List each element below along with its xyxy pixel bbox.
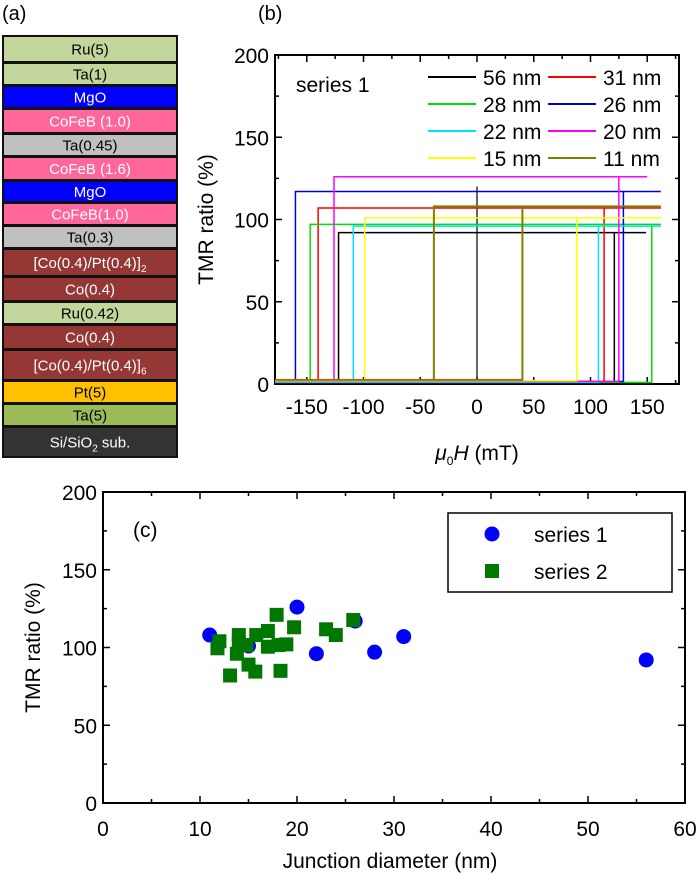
loop-15-nm (275, 217, 661, 382)
x-tick-label: -50 (405, 396, 435, 419)
x-axis-title: Junction diameter (nm) (283, 850, 498, 873)
layer-12 (2, 324, 178, 350)
x-tick-label: 40 (479, 818, 502, 841)
layer-label: Ta(1) (73, 67, 107, 84)
layer-label: [Co(0.4)/Pt(0.4)]6 (33, 358, 147, 378)
tmr-vs-diameter-chart: 0 10 20 30 40 50 60 0 50 100 150 200 (c) series 1 seri… (22, 482, 697, 873)
legend-marker-square (485, 564, 499, 578)
series-2-point (249, 628, 264, 643)
layer-9 (2, 248, 178, 277)
series-2-point (328, 628, 343, 643)
y-tick-label: 0 (85, 793, 97, 816)
x-axis-title: μ0H (mT) (434, 442, 519, 468)
layer-label: Pt(5) (74, 385, 107, 402)
x-tick-label: 50 (576, 818, 599, 841)
x-tick-label: 10 (188, 818, 211, 841)
loop-31-nm (275, 207, 661, 383)
x-tick-label: 20 (285, 818, 308, 841)
series-2-point (248, 664, 263, 679)
x-tick-label: 100 (573, 396, 608, 419)
tmr-loop-chart: -150 -100 -50 0 50 100 150 0 50 100 150 200 series 1… (195, 45, 680, 468)
legend-box (447, 512, 673, 593)
layer-label: MgO (74, 184, 107, 201)
series-2-point (260, 624, 275, 639)
y-axis-title: TMR ratio (%) (22, 582, 45, 713)
y-tick-label: 100 (62, 638, 97, 661)
x-tick-label: 0 (471, 396, 483, 419)
x-tick-label: 50 (522, 396, 545, 419)
x-tick-label: 60 (673, 818, 696, 841)
legend-label: 28 nm (483, 94, 541, 117)
legend-label: 56 nm (483, 67, 541, 90)
y-tick-label: 0 (257, 374, 269, 397)
legend-label: 31 nm (603, 67, 661, 90)
x-tick-label: -100 (343, 396, 385, 419)
series-2-point (287, 620, 302, 635)
legend-label: 11 nm (603, 148, 660, 171)
layer-16 (2, 426, 178, 458)
series-2-point (279, 637, 294, 652)
y-tick-label: 100 (234, 210, 269, 233)
x-tick-label: 0 (97, 818, 109, 841)
x-tick-label: -150 (286, 396, 328, 419)
loop-56-nm (275, 231, 647, 384)
series-2-point (269, 607, 284, 622)
layer-label: Ta(0.3) (67, 230, 114, 247)
legend-label: series 1 (534, 524, 608, 547)
layer-label: Ru(5) (71, 42, 109, 59)
panel-label-a: (a) (2, 3, 26, 25)
panel-label-c: (c) (133, 519, 158, 542)
legend-label: 15 nm (483, 148, 541, 171)
series-annotation: series 1 (296, 74, 370, 97)
series-2-point (210, 641, 225, 656)
series-2-point (346, 612, 361, 627)
layer-label: CoFeB (1.0) (49, 114, 131, 131)
series-2-point (223, 668, 238, 683)
layer-3 (2, 108, 178, 134)
legend-label: 20 nm (603, 121, 661, 144)
layer-label: CoFeB(1.0) (51, 207, 129, 224)
y-tick-label: 150 (62, 560, 97, 583)
series-1-point (638, 652, 654, 668)
series-2-point (260, 639, 275, 654)
layer-13 (2, 349, 178, 381)
y-tick-label: 50 (246, 292, 269, 315)
y-axis-title: TMR ratio (%) (195, 154, 218, 285)
loop-26-nm (275, 190, 661, 383)
layer-label: Ta(0.45) (62, 138, 117, 155)
loop-20-nm (275, 175, 648, 383)
y-tick-label: 200 (234, 45, 269, 68)
series-2-point (273, 663, 288, 678)
layer-label: Ru(0.42) (61, 306, 119, 323)
legend-label: 26 nm (603, 94, 661, 117)
loop-11-nm (275, 205, 661, 381)
legend-label: series 2 (534, 561, 608, 584)
panel-label-b: (b) (258, 3, 282, 25)
series-1-point (289, 599, 305, 615)
x-tick-label: 150 (630, 396, 665, 419)
layer-label: Si/SiO2 sub. (50, 435, 131, 455)
legend-marker-circle (484, 526, 500, 542)
layer-label: Ta(5) (73, 408, 107, 425)
y-tick-label: 150 (234, 127, 269, 150)
series-1-point (308, 646, 324, 662)
layer-stack: Ru(5) Ta(1) MgO CoFeB (1.0) Ta(0.45) CoFeB (1… (2, 35, 178, 458)
x-tick-label: 30 (382, 818, 405, 841)
layer-label: MgO (74, 90, 107, 107)
series-1-point (396, 629, 412, 645)
loop-22-nm (275, 225, 661, 384)
layer-label: CoFeB (1.6) (49, 161, 131, 178)
layer-label: [Co(0.4)/Pt(0.4)]2 (33, 255, 147, 275)
layer-10 (2, 276, 178, 302)
layer-label: Co(0.4) (65, 330, 115, 347)
loop-28-nm (275, 223, 661, 384)
legend-label: 22 nm (483, 121, 541, 144)
y-tick-label: 50 (74, 715, 97, 738)
layer-label: Co(0.4) (65, 282, 115, 299)
series-1-point (367, 644, 383, 660)
y-tick-label: 200 (62, 482, 97, 505)
